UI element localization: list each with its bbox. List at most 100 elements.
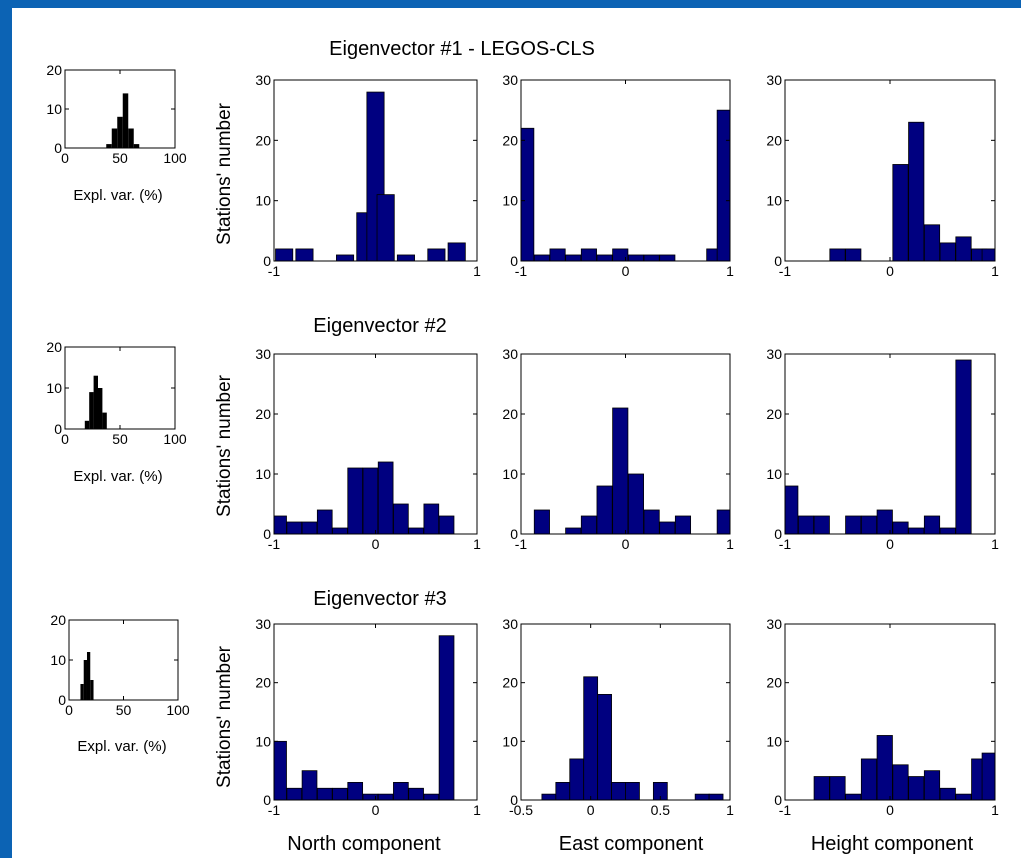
row-title-2: Eigenvector #2 [313,315,446,337]
x-tick-label: 0 [622,536,630,552]
y-tick-label: 10 [46,101,62,117]
bar [520,127,535,262]
bar [541,793,557,801]
y-tick-label: 20 [502,132,518,148]
y-tick-label: 20 [502,406,518,422]
y-tick-label: 10 [502,193,518,209]
y-tick-label: 10 [50,652,66,668]
bar [102,412,107,429]
y-tick-label: 10 [502,466,518,482]
bar [612,407,629,535]
bar [955,359,972,535]
x-tick-label: -0.5 [509,802,533,818]
y-tick-label: 30 [255,72,271,88]
bar [301,521,318,535]
x-tick-label: -1 [779,263,792,279]
bar [396,254,415,262]
x-tick-label: 1 [726,802,734,818]
x-tick-label: -1 [268,802,281,818]
bar [423,793,440,801]
bar [627,473,644,535]
bar [596,254,613,262]
y-tick-label: 20 [766,132,782,148]
bar [643,509,660,535]
bar [555,782,571,801]
bar [393,503,409,535]
bar [892,164,909,262]
bar [533,509,550,535]
y-tick-label: 0 [54,421,62,437]
bar [286,787,303,801]
bar [659,254,676,262]
axes-frame [273,79,478,262]
bar [565,254,582,262]
y-tick-label: 30 [255,346,271,362]
x-tick-label: 100 [163,431,187,447]
bar [694,793,710,801]
bar [860,515,878,535]
x-tick-label: 1 [473,263,481,279]
bar [784,485,799,535]
y-tick-label: 0 [263,792,271,808]
y-tick-label: 0 [510,526,518,542]
x-tick-label: -1 [268,536,281,552]
y-tick-label: 10 [255,193,271,209]
y-tick-label: 0 [58,692,66,708]
panel-r2-variance: 0 10 20 0 50 100 [46,339,186,447]
bar [813,515,830,535]
bar [923,770,941,801]
y-tick-label: 30 [766,616,782,632]
bar [347,782,364,801]
bar [93,375,98,429]
y-tick-label: 0 [510,792,518,808]
histogram-figure: Eigenvector #1 - LEGOS-CLS Eigenvector #… [46,38,999,855]
y-tick-label: 10 [766,466,782,482]
bar [908,527,925,535]
bar [117,116,123,148]
bar [316,787,333,801]
bar [423,503,440,535]
y-tick-label: 0 [510,253,518,269]
bar [876,735,893,801]
bar [84,420,90,429]
bar [80,684,84,700]
bar [377,461,394,535]
bar [569,758,585,801]
bar [122,93,129,148]
bar [427,248,446,262]
y-tick-label: 0 [774,792,782,808]
y-tick-label: 30 [502,616,518,632]
bar [845,515,862,535]
bar [829,248,846,262]
x-tick-label: 0 [61,150,69,166]
x-tick-label: -1 [779,536,792,552]
bar [583,676,599,801]
axes-frame [520,79,731,262]
x-tick-label: 1 [991,536,999,552]
slide-canvas: Eigenvector #1 - LEGOS-CLS Eigenvector #… [12,8,1021,858]
y-tick-label: 20 [766,675,782,691]
bar [708,793,724,801]
bar [908,121,925,262]
bar [83,660,87,700]
bar [295,248,314,262]
bar [939,242,956,262]
bar [625,782,640,801]
y-tick-label: 10 [46,380,62,396]
bar [580,248,597,262]
bar [892,521,909,535]
bar [106,144,112,148]
small-xlabel-row-2: Expl. var. (%) [73,468,162,485]
x-tick-label: 0 [372,536,380,552]
bar [981,752,996,801]
bar [275,248,294,262]
x-tick-label: 0 [886,536,894,552]
bar [981,248,996,262]
x-tick-label: 1 [726,263,734,279]
bar [549,248,566,262]
x-tick-label: 0 [587,802,595,818]
y-tick-label: 0 [263,253,271,269]
